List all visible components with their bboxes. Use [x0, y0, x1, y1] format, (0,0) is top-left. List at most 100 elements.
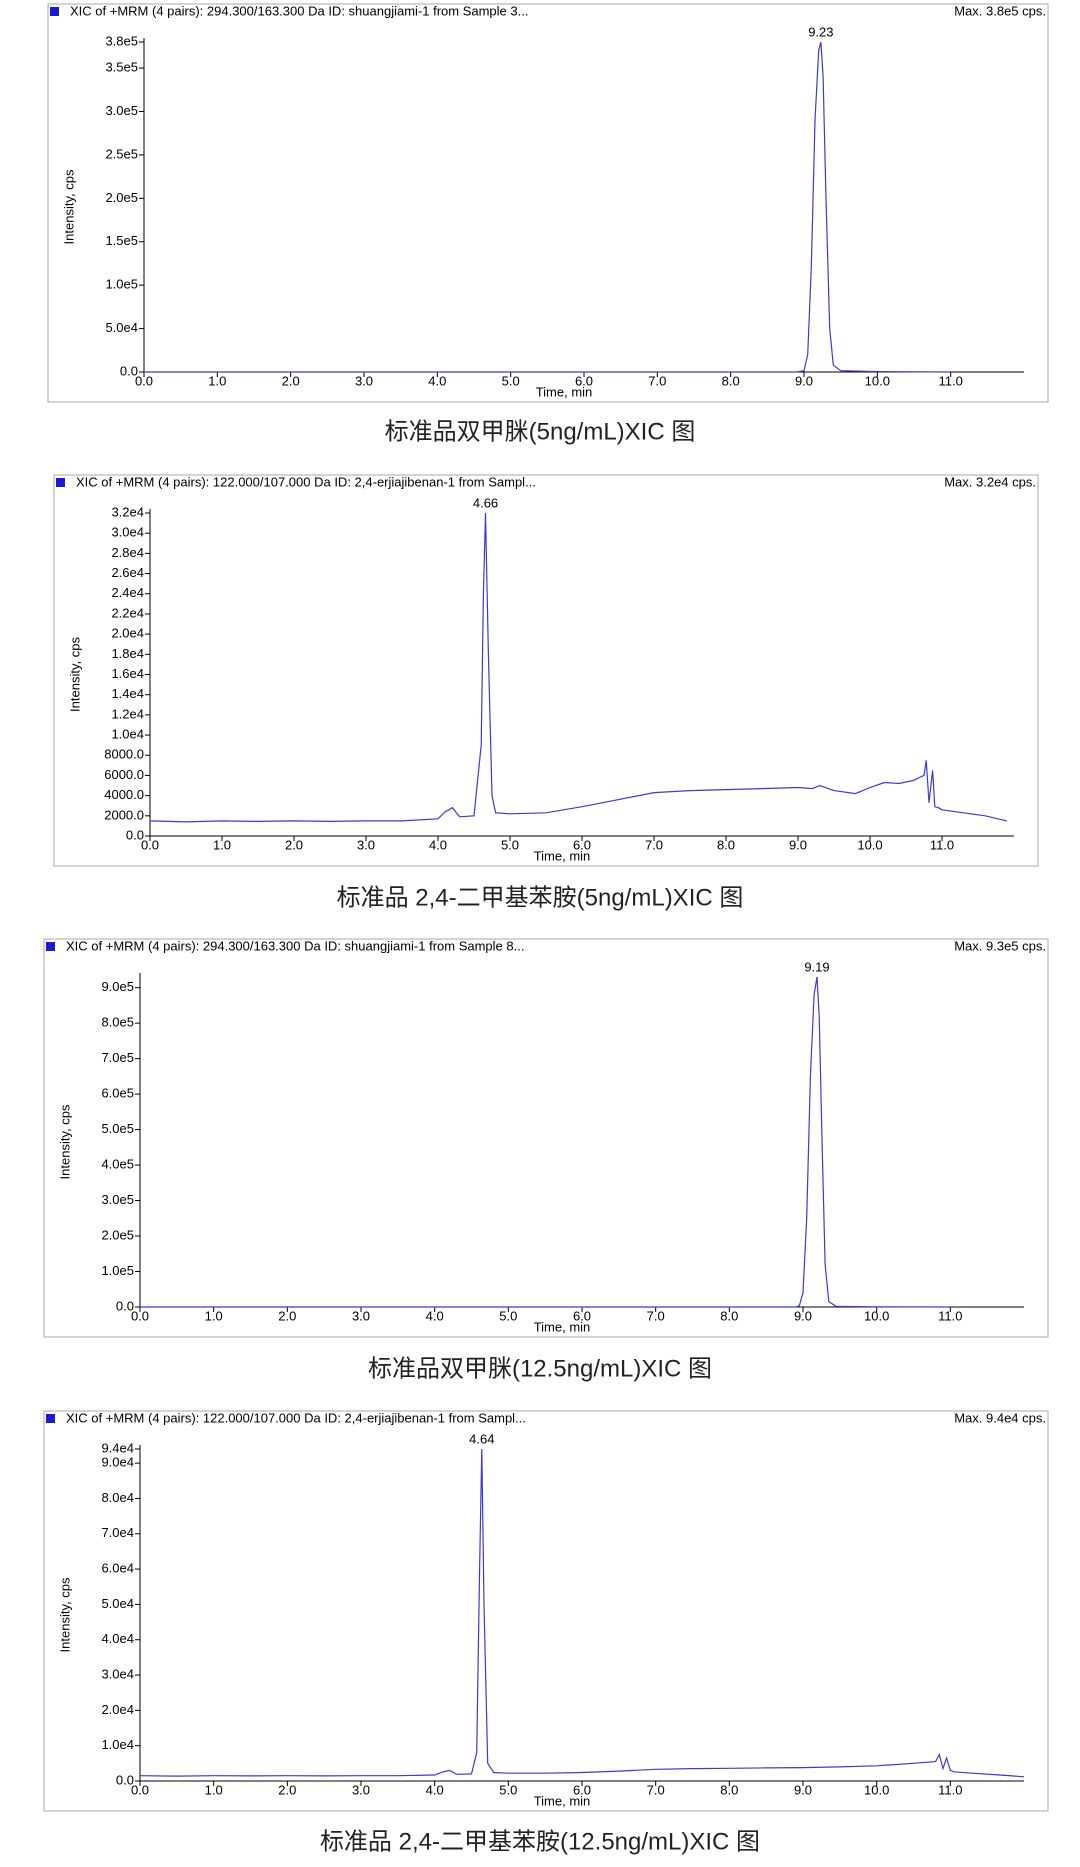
x-tick-label: 2.0 — [285, 837, 303, 852]
y-tick-label: 1.0e4 — [111, 727, 144, 742]
x-tick-label: 5.0 — [501, 837, 519, 852]
y-tick-label: 0.0 — [120, 363, 138, 378]
y-tick-label: 2000.0 — [104, 807, 144, 822]
x-tick-label: 5.0 — [499, 1308, 517, 1323]
y-tick-label: 3.5e5 — [105, 59, 138, 74]
y-tick-label: 3.8e5 — [105, 33, 138, 48]
x-axis-label: Time, min — [536, 384, 593, 399]
x-tick-label: 1.0 — [205, 1308, 223, 1323]
x-tick-label: 10.0 — [857, 837, 882, 852]
x-tick-label: 0.0 — [131, 1308, 149, 1323]
y-tick-label: 1.4e4 — [111, 686, 144, 701]
max-label: Max. 3.8e5 cps. — [954, 3, 1046, 18]
legend-swatch — [46, 1414, 55, 1423]
x-tick-label: 11.0 — [938, 1782, 962, 1797]
x-tick-label: 1.0 — [213, 837, 231, 852]
x-tick-label: 0.0 — [141, 837, 159, 852]
header: XIC of +MRM (4 pairs): 122.000/107.000 D… — [66, 1410, 526, 1425]
y-tick-label: 8.0e4 — [101, 1490, 134, 1505]
y-tick-label: 1.0e5 — [105, 277, 138, 292]
x-tick-label: 4.0 — [428, 373, 446, 388]
x-tick-label: 8.0 — [717, 837, 735, 852]
y-tick-label: 2.5e5 — [105, 146, 138, 161]
y-tick-label: 3.0e5 — [105, 103, 138, 118]
x-tick-label: 7.0 — [648, 373, 666, 388]
x-tick-label: 1.0 — [205, 1782, 223, 1797]
legend-swatch — [56, 478, 65, 487]
x-tick-label: 6.0 — [573, 1308, 591, 1323]
x-axis-label: Time, min — [534, 1793, 591, 1808]
y-tick-label: 2.8e4 — [111, 545, 144, 560]
x-tick-label: 3.0 — [355, 373, 373, 388]
trace — [149, 512, 1007, 823]
panel-frame — [43, 938, 1049, 1338]
header: XIC of +MRM (4 pairs): 294.300/163.300 D… — [70, 3, 528, 18]
peak-label: 9.19 — [804, 959, 829, 974]
y-tick-label: 9.4e4 — [101, 1440, 134, 1455]
x-tick-label: 4.0 — [426, 1782, 444, 1797]
x-tick-label: 6.0 — [575, 373, 593, 388]
peak-label: 4.66 — [473, 495, 498, 510]
y-tick-label: 3.2e4 — [111, 504, 144, 519]
trace — [140, 976, 951, 1308]
max-label: Max. 3.2e4 cps. — [944, 474, 1036, 489]
y-tick-label: 4000.0 — [104, 787, 144, 802]
y-tick-label: 8.0e5 — [101, 1015, 134, 1030]
x-tick-label: 6.0 — [573, 837, 591, 852]
x-tick-label: 9.0 — [794, 1308, 812, 1323]
caption: 标准品双甲脒(5ng/mL)XIC 图 — [385, 418, 696, 445]
max-label: Max. 9.3e5 cps. — [954, 938, 1046, 953]
y-tick-label: 2.2e4 — [111, 605, 144, 620]
peak-label: 9.23 — [808, 24, 833, 39]
x-tick-label: 3.0 — [352, 1782, 370, 1797]
peak-label: 4.64 — [469, 1431, 494, 1446]
x-tick-label: 2.0 — [282, 373, 300, 388]
x-tick-label: 10.0 — [864, 1782, 889, 1797]
y-axis-label: Intensity, cps — [67, 637, 82, 712]
x-tick-label: 1.0 — [208, 373, 226, 388]
y-tick-label: 4.0e5 — [101, 1157, 134, 1172]
x-axis-label: Time, min — [534, 848, 591, 863]
y-axis-label: Intensity, cps — [57, 1577, 72, 1652]
x-tick-label: 11.0 — [938, 373, 962, 388]
x-tick-label: 8.0 — [722, 373, 740, 388]
caption: 标准品 2,4-二甲基苯胺(5ng/mL)XIC 图 — [337, 884, 744, 911]
y-tick-label: 1.2e4 — [111, 706, 144, 721]
x-tick-label: 2.0 — [278, 1782, 296, 1797]
y-axis-label: Intensity, cps — [61, 169, 76, 244]
y-tick-label: 5.0e4 — [105, 320, 138, 335]
y-tick-label: 1.0e5 — [101, 1263, 134, 1278]
x-tick-label: 9.0 — [794, 1782, 812, 1797]
y-tick-label: 7.0e5 — [101, 1050, 134, 1065]
y-tick-label: 6.0e4 — [101, 1561, 134, 1576]
y-tick-label: 5.0e4 — [101, 1596, 134, 1611]
y-tick-label: 6.0e5 — [101, 1086, 134, 1101]
trace — [139, 1448, 1025, 1778]
y-tick-label: 9.0e5 — [101, 979, 134, 994]
trace — [144, 41, 951, 373]
y-tick-label: 1.5e5 — [105, 233, 138, 248]
y-tick-label: 8000.0 — [104, 747, 144, 762]
max-label: Max. 9.4e4 cps. — [954, 1410, 1046, 1425]
x-tick-label: 3.0 — [357, 837, 375, 852]
x-tick-label: 3.0 — [352, 1308, 370, 1323]
caption: 标准品 2,4-二甲基苯胺(12.5ng/mL)XIC 图 — [320, 1828, 760, 1855]
x-tick-label: 8.0 — [720, 1308, 738, 1323]
x-tick-label: 10.0 — [865, 373, 890, 388]
x-tick-label: 5.0 — [502, 373, 520, 388]
y-tick-label: 2.0e5 — [101, 1227, 134, 1242]
y-tick-label: 1.6e4 — [111, 666, 144, 681]
y-tick-label: 4.0e4 — [101, 1631, 134, 1646]
y-tick-label: 2.0e5 — [105, 190, 138, 205]
y-tick-label: 5.0e5 — [101, 1121, 134, 1136]
y-tick-label: 7.0e4 — [101, 1525, 134, 1540]
y-tick-label: 6000.0 — [104, 767, 144, 782]
panel-frame — [53, 474, 1039, 867]
y-tick-label: 3.0e4 — [111, 525, 144, 540]
x-tick-label: 4.0 — [429, 837, 447, 852]
y-tick-label: 2.4e4 — [111, 585, 144, 600]
header: XIC of +MRM (4 pairs): 294.300/163.300 D… — [66, 938, 524, 953]
y-tick-label: 1.0e4 — [101, 1737, 134, 1752]
